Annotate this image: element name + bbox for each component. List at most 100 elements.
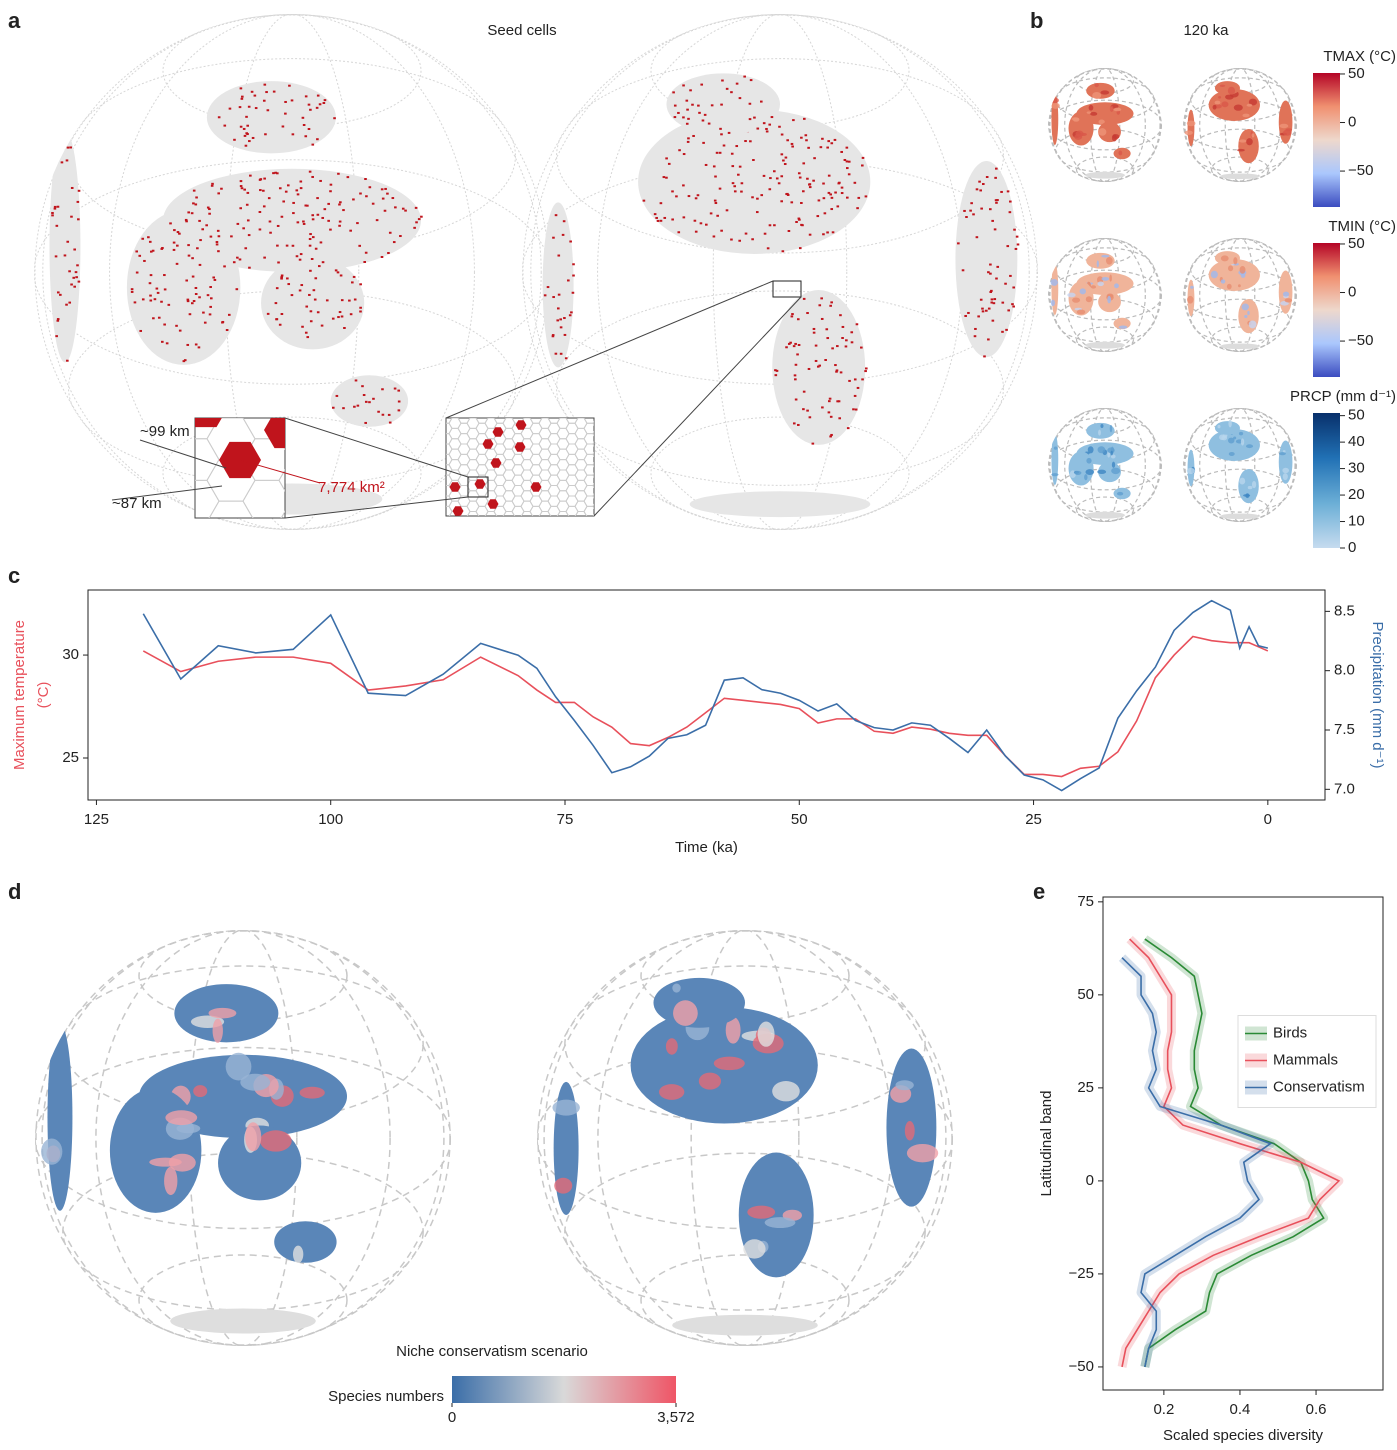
seed-cell: [781, 134, 784, 136]
seed-cell: [208, 208, 211, 210]
seed-cell: [686, 123, 689, 125]
seed-cell: [751, 196, 754, 198]
seed-cell: [979, 189, 982, 191]
seed-cell: [282, 200, 285, 202]
seed-cell: [682, 116, 685, 118]
seed-cell: [794, 343, 797, 345]
seed-cell: [567, 279, 570, 281]
seed-cell: [306, 336, 309, 338]
field-spot: [1239, 432, 1243, 435]
field-spot: [1252, 481, 1256, 488]
seed-cell: [700, 222, 703, 224]
field-spot: [1107, 296, 1111, 303]
seed-cell: [246, 204, 249, 206]
field-spot: [1283, 130, 1291, 136]
land: [1051, 434, 1058, 485]
seed-cell: [716, 215, 719, 217]
seed-cell: [332, 407, 335, 409]
hex-cell: [575, 522, 587, 532]
seed-cell: [675, 195, 678, 197]
seed-cell: [776, 177, 779, 179]
field-spot: [1113, 108, 1121, 112]
seed-cell: [327, 203, 330, 205]
seed-cell: [860, 347, 863, 349]
seed-cell: [572, 275, 575, 277]
seed-cell: [802, 162, 805, 164]
field-spot: [1252, 133, 1255, 137]
seed-cell: [392, 197, 395, 199]
seed-cell: [337, 316, 340, 318]
field-spot: [1190, 286, 1194, 289]
seed-cell: [280, 276, 283, 278]
seed-cell: [734, 190, 737, 192]
seed-cell: [286, 277, 289, 279]
land: [127, 210, 241, 365]
seed-cell: [697, 194, 700, 196]
seed-cell: [569, 240, 572, 242]
field-spot: [1283, 473, 1288, 480]
field-spot: [699, 1073, 721, 1090]
graticule: [1200, 238, 1281, 352]
field-spot: [1088, 446, 1094, 453]
field-spot: [765, 1217, 796, 1228]
seed-cell: [976, 236, 979, 238]
seed-cell: [560, 353, 563, 355]
seed-cell: [57, 320, 60, 322]
seed-cell: [720, 230, 723, 232]
seed-cell: [342, 407, 345, 409]
seed-cell: [201, 228, 204, 230]
seed-cell: [994, 177, 997, 179]
hex-cell: [548, 402, 560, 412]
field-spot: [1233, 257, 1237, 264]
field-spot: [1228, 87, 1235, 95]
seed-cell: [341, 315, 344, 317]
seed-cell: [187, 244, 190, 246]
seed-cell: [291, 99, 294, 101]
field-spot: [672, 984, 680, 993]
field-spot: [1241, 438, 1244, 445]
seed-cell: [306, 205, 309, 207]
seed-cell: [756, 198, 759, 200]
field-spot: [164, 1167, 177, 1195]
seed-cell: [674, 116, 677, 118]
seed-cell: [281, 274, 284, 276]
seed-cell: [715, 202, 718, 204]
seed-cell: [389, 422, 392, 424]
seed-cell: [66, 360, 69, 362]
seed-cell: [359, 193, 362, 195]
seed-cell: [246, 133, 249, 135]
field-spot: [1072, 117, 1080, 121]
seed-cell: [161, 341, 164, 343]
seed-cell: [563, 317, 566, 319]
seed-cell: [857, 197, 860, 199]
seed-cell: [142, 298, 145, 300]
seed-cell: [764, 233, 767, 235]
seed-cell: [318, 265, 321, 267]
seed-cell: [683, 216, 686, 218]
seed-cell: [309, 245, 312, 247]
seed-cell: [305, 95, 308, 97]
seed-cell: [834, 139, 837, 141]
seed-cell: [721, 80, 724, 82]
seed-cell: [790, 201, 793, 203]
colorbar: [1313, 413, 1340, 548]
y-tick-label: 50: [1077, 986, 1094, 1003]
seed-cell: [824, 212, 827, 214]
seed-cell: [196, 247, 199, 249]
field-spot: [1090, 112, 1097, 116]
seed-cell: [279, 187, 282, 189]
seed-cell: [291, 294, 294, 296]
seed-cell: [350, 313, 353, 315]
globe: [1183, 408, 1297, 522]
seed-cell: [976, 188, 979, 190]
seed-cell: [830, 208, 833, 210]
field-spot: [1080, 288, 1086, 294]
seed-cell: [309, 270, 312, 272]
field-spot: [1086, 296, 1092, 302]
seed-cell: [694, 220, 697, 222]
seed-cell: [737, 174, 740, 176]
seed-cell: [856, 323, 859, 325]
seed-cell: [57, 206, 60, 208]
seed-cell: [198, 220, 201, 222]
land: [1220, 513, 1260, 519]
